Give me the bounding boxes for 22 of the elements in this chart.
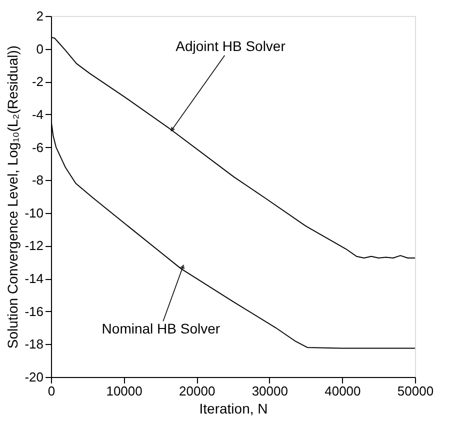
- x-tick-label: 0: [48, 384, 56, 398]
- x-axis-title: Iteration, N: [199, 400, 268, 416]
- y-tick-label: 2: [36, 8, 44, 24]
- y-axis-title: Solution Convergence Level, Log₁₀(L₂(Residual)): [4, 45, 21, 349]
- x-tick-label: 50000: [397, 384, 434, 398]
- y-tick-label: -6: [32, 140, 44, 155]
- x-tick-label: 20000: [179, 384, 216, 398]
- y-tick-label: -14: [24, 271, 44, 286]
- y-tick-label: -2: [32, 74, 44, 90]
- y-tick-label: -8: [32, 172, 44, 188]
- y-tick-label: -20: [24, 370, 44, 384]
- y-tick-label: -16: [24, 304, 44, 319]
- y-tick-label: -4: [32, 106, 44, 122]
- annotation: Adjoint HB Solver: [176, 38, 286, 54]
- y-tick-label: -18: [24, 336, 44, 352]
- y-tick-label: -10: [24, 205, 44, 220]
- x-tick-label: 10000: [106, 384, 142, 398]
- x-tick-label: 30000: [252, 384, 288, 398]
- y-tick-label: 0: [36, 41, 44, 56]
- y-tick-label: -12: [24, 238, 44, 254]
- x-tick-label: 40000: [324, 384, 361, 398]
- annotation: Nominal HB Solver: [102, 320, 220, 336]
